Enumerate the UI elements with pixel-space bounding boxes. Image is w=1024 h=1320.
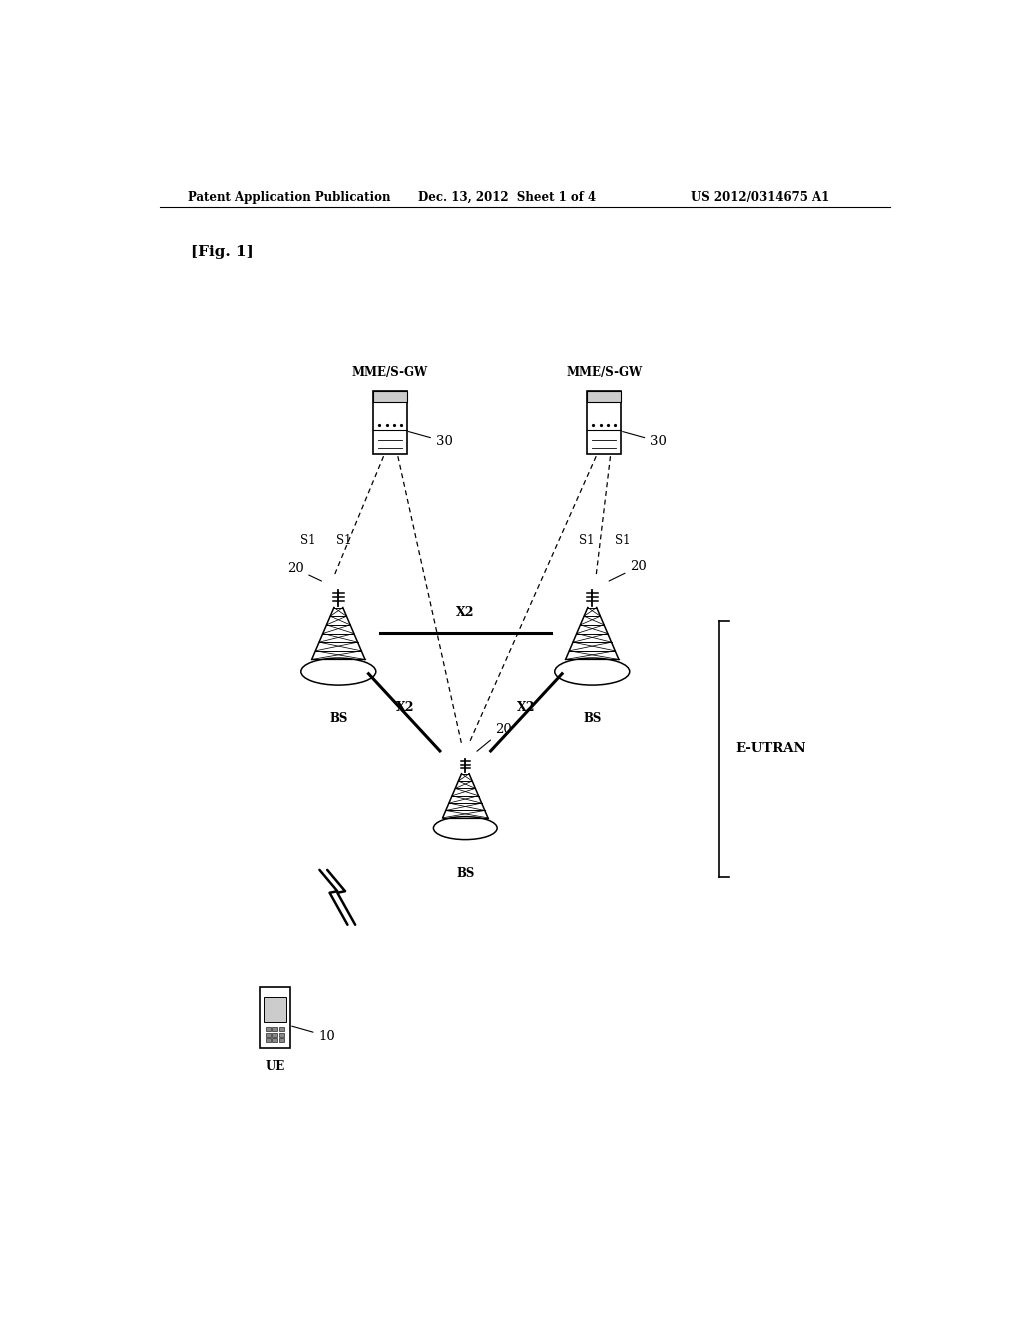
- Text: 30: 30: [623, 432, 667, 447]
- Ellipse shape: [555, 659, 630, 685]
- Text: 20: 20: [477, 722, 512, 751]
- Bar: [272, 1027, 278, 1031]
- Text: BS: BS: [583, 713, 601, 725]
- Text: 30: 30: [409, 432, 453, 447]
- Bar: [373, 391, 407, 454]
- Text: Patent Application Publication: Patent Application Publication: [187, 191, 390, 203]
- Text: UE: UE: [265, 1060, 285, 1073]
- Bar: [272, 1032, 278, 1036]
- Text: 20: 20: [609, 560, 647, 581]
- Bar: [280, 1027, 284, 1031]
- Text: 10: 10: [292, 1026, 335, 1043]
- Text: X2: X2: [517, 701, 536, 714]
- Text: US 2012/0314675 A1: US 2012/0314675 A1: [691, 191, 829, 203]
- Text: S1: S1: [614, 533, 630, 546]
- Text: S1: S1: [579, 533, 595, 546]
- Text: BS: BS: [329, 713, 347, 725]
- Text: X2: X2: [395, 701, 414, 714]
- Text: S1: S1: [300, 533, 315, 546]
- Ellipse shape: [433, 817, 498, 840]
- Bar: [280, 1032, 284, 1036]
- Text: E-UTRAN: E-UTRAN: [735, 742, 806, 755]
- Bar: [260, 987, 290, 1048]
- Text: S1: S1: [336, 533, 351, 546]
- Bar: [373, 391, 407, 403]
- Text: BS: BS: [456, 867, 474, 880]
- Text: MME/S-GW: MME/S-GW: [566, 366, 642, 379]
- Text: Dec. 13, 2012  Sheet 1 of 4: Dec. 13, 2012 Sheet 1 of 4: [418, 191, 596, 203]
- Bar: [266, 1039, 270, 1043]
- Bar: [266, 1027, 270, 1031]
- Text: MME/S-GW: MME/S-GW: [352, 366, 428, 379]
- Bar: [280, 1039, 284, 1043]
- Text: [Fig. 1]: [Fig. 1]: [191, 244, 254, 259]
- Bar: [588, 391, 621, 403]
- Text: X2: X2: [456, 606, 474, 619]
- Text: 20: 20: [287, 562, 322, 581]
- Bar: [264, 997, 286, 1022]
- Ellipse shape: [301, 659, 376, 685]
- Bar: [272, 1039, 278, 1043]
- Bar: [588, 391, 621, 454]
- Bar: [266, 1032, 270, 1036]
